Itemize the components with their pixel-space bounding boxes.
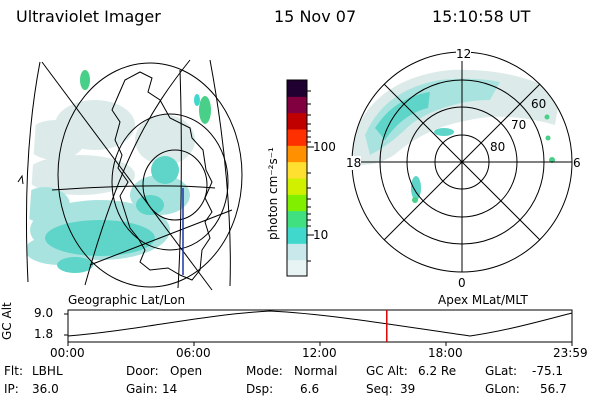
colorbar-cell bbox=[287, 178, 307, 195]
aurora-spot-2 bbox=[199, 96, 211, 124]
arrow-marker bbox=[17, 174, 24, 185]
colorbar-cell bbox=[287, 80, 307, 97]
filter-label: Flt: bbox=[4, 364, 23, 378]
seq-value: 39 bbox=[400, 382, 416, 396]
altitude-curve bbox=[67, 310, 573, 337]
mode-label: Mode: bbox=[246, 364, 283, 378]
colorbar-units: photon cm⁻²s⁻¹ bbox=[266, 147, 280, 240]
colorbar-gradient bbox=[287, 80, 307, 277]
time-label: 15:10:58 UT bbox=[432, 7, 531, 26]
mlt-label-18: 18 bbox=[346, 156, 362, 170]
coastline-outline bbox=[111, 71, 213, 281]
polar-grid bbox=[351, 51, 573, 273]
colorbar-cell bbox=[287, 129, 307, 146]
door-label: Door: bbox=[126, 364, 159, 378]
gain-label: Gain: bbox=[126, 382, 158, 396]
filter-value: LBHL bbox=[32, 364, 63, 378]
colorbar-cell bbox=[287, 194, 307, 212]
gcalt-label: GC Alt: bbox=[366, 364, 408, 378]
colorbar-tick-10: 10 bbox=[313, 228, 329, 242]
ip-label: IP: bbox=[4, 382, 19, 396]
altitude-ytick-max: 9.0 bbox=[34, 306, 54, 320]
seq-label: Seq: bbox=[366, 382, 393, 396]
xtick-1800: 18:00 bbox=[428, 346, 463, 360]
xtick-1200: 12:00 bbox=[302, 346, 337, 360]
ip-value: 36.0 bbox=[32, 382, 59, 396]
colorbar-cell bbox=[287, 243, 307, 261]
colorbar-cell bbox=[287, 145, 307, 163]
dsp-value: 6.6 bbox=[300, 382, 320, 396]
gcalt-value: 6.2 Re bbox=[418, 364, 457, 378]
polar-caption: Apex MLat/MLT bbox=[438, 293, 528, 307]
xtick-0600: 06:00 bbox=[176, 346, 211, 360]
geo-image bbox=[25, 70, 211, 273]
xtick-2359: 23:59 bbox=[553, 346, 588, 360]
colorbar-cell bbox=[287, 112, 307, 130]
glon-value: 56.7 bbox=[540, 382, 567, 396]
door-value: Open bbox=[170, 364, 203, 378]
colorbar-cell bbox=[287, 227, 307, 244]
mlt-label-0: 0 bbox=[458, 276, 466, 290]
geo-caption: Geographic Lat/Lon bbox=[68, 293, 186, 307]
instrument-title: Ultraviolet Imager bbox=[16, 7, 161, 26]
mlt-label-12: 12 bbox=[456, 47, 472, 61]
altitude-ylabel: GC Alt bbox=[0, 302, 14, 340]
xtick-0000: 00:00 bbox=[50, 346, 85, 360]
date-label: 15 Nov 07 bbox=[274, 7, 357, 26]
colorbar-cell bbox=[287, 96, 307, 114]
colorbar-cell bbox=[287, 259, 307, 277]
aurora-spot-1 bbox=[80, 70, 90, 90]
altitude-ytick-min: 1.8 bbox=[34, 327, 54, 341]
glon-label: GLon: bbox=[485, 382, 520, 396]
colorbar-cell bbox=[287, 161, 307, 179]
lat-label-80: 80 bbox=[490, 140, 506, 154]
mlt-label-6: 6 bbox=[573, 156, 581, 170]
lat-label-70: 70 bbox=[511, 118, 527, 132]
glat-label: GLat: bbox=[485, 364, 518, 378]
colorbar-cell bbox=[287, 210, 307, 228]
colorbar-tick-100: 100 bbox=[313, 140, 336, 154]
colorbar-frame bbox=[286, 79, 308, 277]
altitude-xticks bbox=[64, 313, 573, 346]
colorbar-ticks bbox=[307, 90, 314, 262]
gain-value: 14 bbox=[162, 382, 178, 396]
glat-value: -75.1 bbox=[532, 364, 564, 378]
dsp-label: Dsp: bbox=[246, 382, 274, 396]
mode-value: Normal bbox=[294, 364, 338, 378]
geo-grid bbox=[25, 59, 243, 291]
lat-label-60: 60 bbox=[531, 97, 547, 111]
